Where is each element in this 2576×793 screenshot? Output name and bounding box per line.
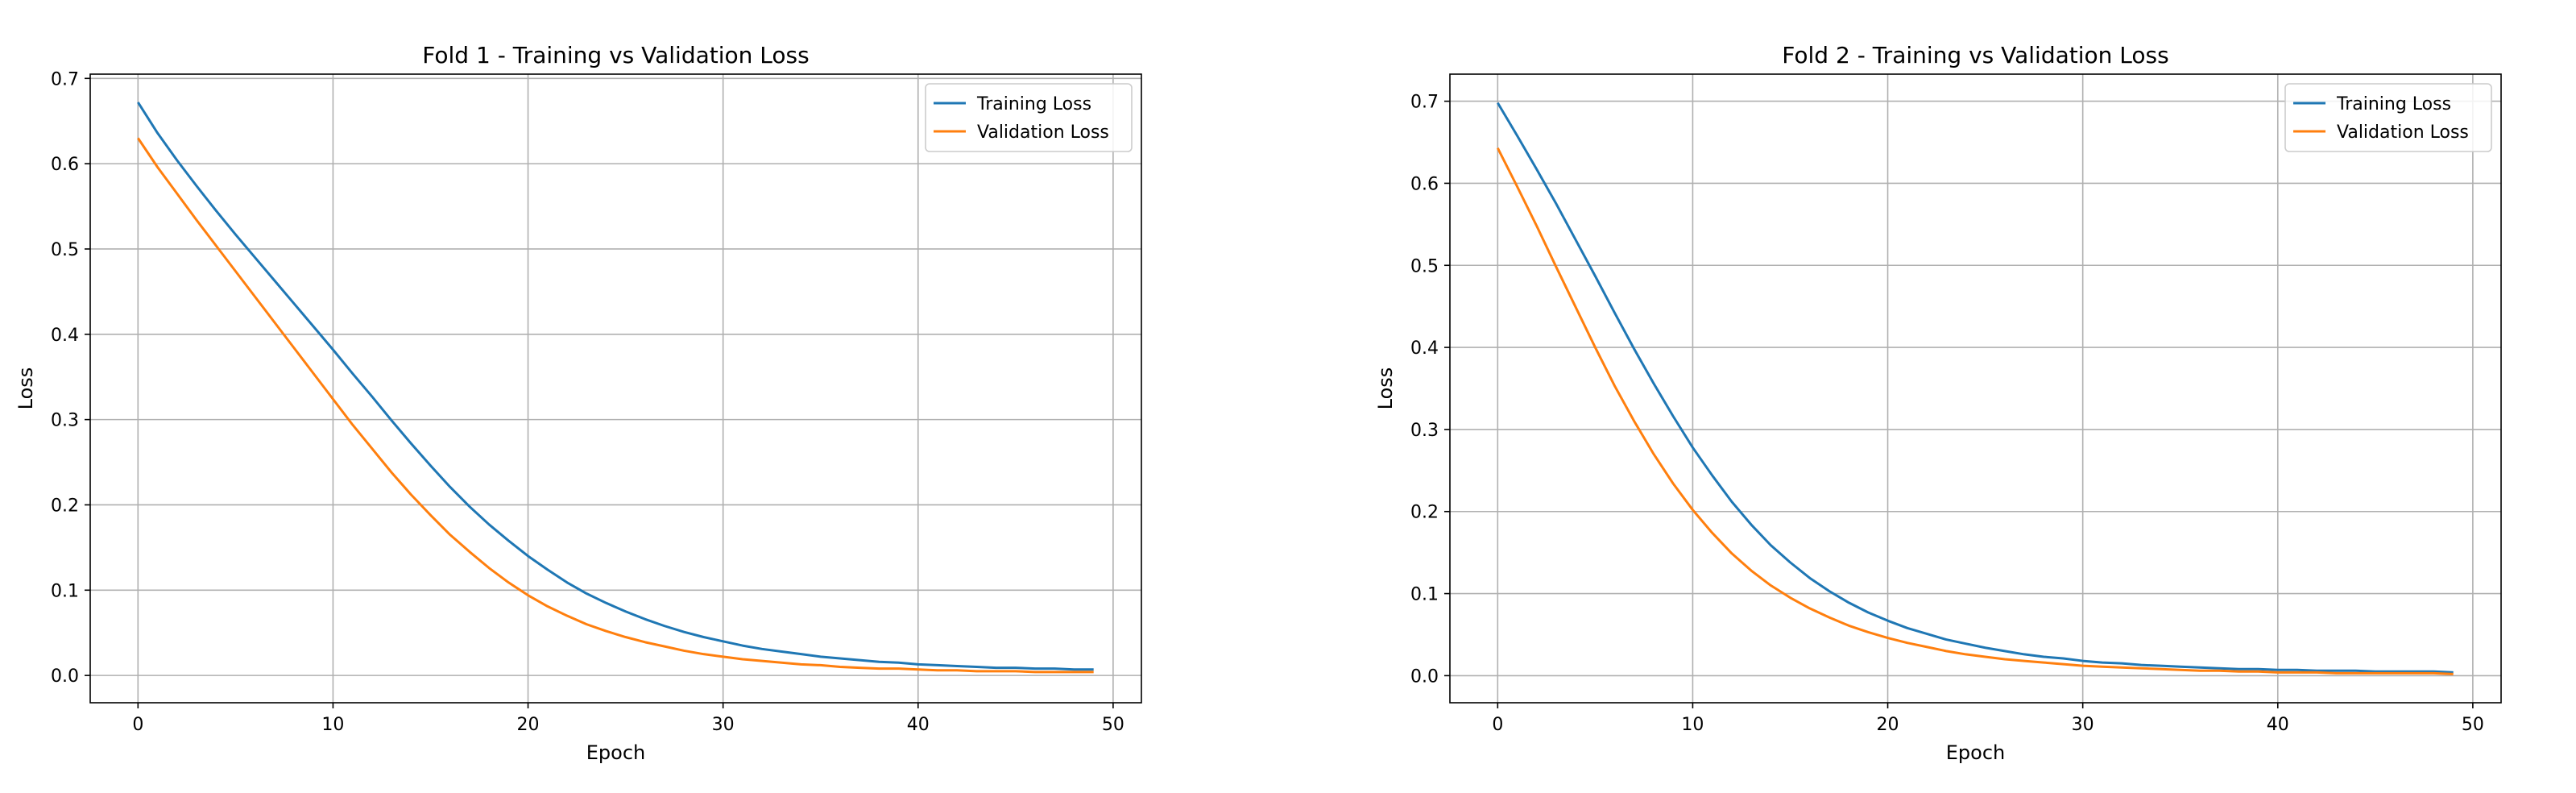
y-tick-label: 0.7: [1410, 93, 1439, 113]
y-tick-label: 0.3: [1410, 421, 1439, 441]
gridlines: [90, 74, 1141, 703]
y-tick-label: 0.7: [51, 69, 79, 89]
legend-box: [925, 83, 1133, 152]
x-tick-label: 40: [907, 715, 930, 735]
y-tick-label: 0.4: [1410, 338, 1439, 359]
x-tick-label: 50: [2462, 715, 2484, 735]
plot-frame: [1449, 73, 2502, 704]
series-line-training-loss: [1497, 102, 2454, 674]
y-tick-label: 0.2: [51, 496, 79, 516]
x-axis-label: Epoch: [586, 741, 646, 764]
y-tick-label: 0.5: [1410, 256, 1439, 276]
chart-title: Fold 1 - Training vs Validation Loss: [422, 42, 809, 69]
y-tick-label: 0.2: [1410, 503, 1439, 523]
y-tick-label: 0.0: [1410, 666, 1439, 687]
series-line-training-loss: [137, 102, 1094, 671]
chart-2: 0 10 20 30 40 50 0.0 0.1 0.2 0.3 0.4 0.5 0.6 0.7 Fold …: [1374, 42, 2502, 764]
plot-frame: [89, 73, 1142, 704]
legend: Training Loss Validation Loss: [925, 83, 1133, 152]
chart-1: 0 10 20 30 40 50 0.0 0.1 0.2 0.3 0.4 0.5 0.6 0.7 Fold …: [14, 42, 1142, 764]
x-tick-label: 50: [1102, 715, 1124, 735]
y-tick-label: 0.1: [51, 581, 79, 601]
y-axis-label: Loss: [14, 367, 37, 410]
x-tick-label: 20: [517, 715, 540, 735]
x-tick-label: 30: [712, 715, 735, 735]
legend-box: [2284, 83, 2492, 152]
legend-label: Training Loss: [2336, 94, 2451, 114]
x-tick-label: 20: [1877, 715, 1899, 735]
x-axis-label: Epoch: [1946, 741, 2006, 764]
y-tick-label: 0.5: [51, 240, 79, 260]
legend: Training Loss Validation Loss: [2284, 83, 2492, 152]
x-tick-label: 10: [321, 715, 344, 735]
y-tick-label: 0.3: [51, 411, 79, 431]
x-tick-label: 40: [2267, 715, 2289, 735]
gridlines: [1450, 74, 2501, 703]
series-line-validation-loss: [1496, 147, 2454, 675]
y-tick-label: 0.1: [1410, 585, 1439, 605]
y-axis-label: Loss: [1374, 367, 1397, 410]
y-tick-label: 0.6: [1410, 174, 1439, 194]
series-line-validation-loss: [137, 137, 1094, 674]
y-tick-label: 0.4: [51, 326, 79, 346]
legend-label: Training Loss: [976, 94, 1091, 114]
y-tick-label: 0.6: [51, 155, 79, 175]
chart-title: Fold 2 - Training vs Validation Loss: [1782, 42, 2168, 69]
legend-label: Validation Loss: [2337, 122, 2469, 143]
x-tick-label: 0: [1492, 715, 1503, 735]
x-tick-label: 0: [132, 715, 143, 735]
x-tick-label: 10: [1681, 715, 1704, 735]
y-tick-label: 0.0: [51, 666, 79, 687]
legend-label: Validation Loss: [977, 122, 1109, 143]
x-tick-label: 30: [2072, 715, 2094, 735]
